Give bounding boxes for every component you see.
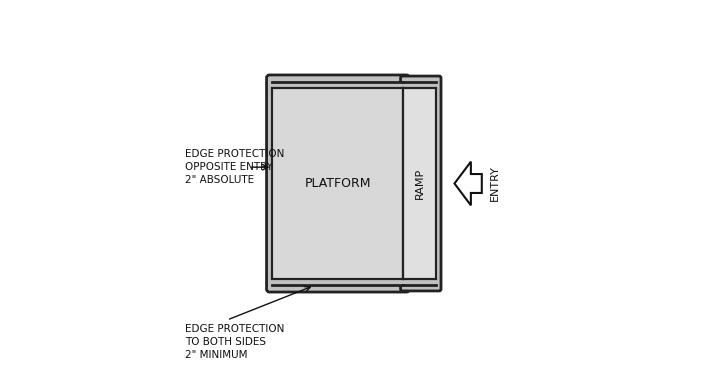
Text: EDGE PROTECTION
OPPOSITE ENTRY
2" ABSOLUTE: EDGE PROTECTION OPPOSITE ENTRY 2" ABSOLU…	[185, 149, 284, 185]
Bar	[272, 88, 403, 279]
Bar	[403, 88, 436, 279]
Text: ENTRY: ENTRY	[490, 166, 501, 201]
Text: EDGE PROTECTION
TO BOTH SIDES
2" MINIMUM: EDGE PROTECTION TO BOTH SIDES 2" MINIMUM	[185, 324, 284, 360]
Polygon shape	[455, 161, 482, 206]
Text: RAMP: RAMP	[415, 168, 425, 199]
FancyBboxPatch shape	[266, 75, 410, 292]
Bar	[272, 279, 403, 286]
FancyBboxPatch shape	[400, 76, 441, 291]
Text: PLATFORM: PLATFORM	[305, 177, 371, 190]
Bar	[272, 81, 403, 88]
Bar	[403, 279, 436, 286]
Bar	[403, 81, 436, 88]
